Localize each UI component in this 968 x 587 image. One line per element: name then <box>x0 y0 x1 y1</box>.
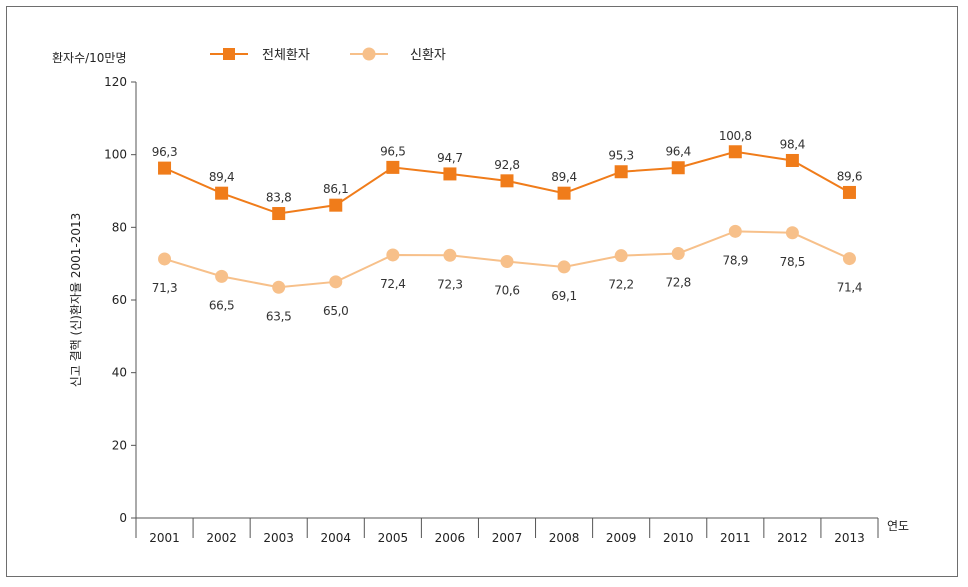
data-label-new: 70,6 <box>494 283 520 297</box>
data-label-total: 96,3 <box>152 145 178 159</box>
y-tick-label: 100 <box>104 148 127 162</box>
data-label-new: 72,3 <box>437 277 463 291</box>
y-axis-ticks: 0 20 40 60 80 100 120 <box>104 75 136 525</box>
data-label-new: 71,3 <box>152 281 178 295</box>
data-label-total: 96,5 <box>380 144 406 158</box>
data-label-new: 71,4 <box>837 281 863 295</box>
data-label-total: 96,4 <box>665 145 691 159</box>
data-point-total <box>842 185 856 199</box>
chart-axes <box>135 82 878 519</box>
data-point-new <box>158 252 172 266</box>
data-label-total: 95,3 <box>608 149 634 163</box>
y-tick-label: 40 <box>112 366 127 380</box>
chart-frame <box>6 6 958 577</box>
x-tick-label: 2012 <box>777 531 808 545</box>
data-label-total: 100,8 <box>719 129 752 143</box>
x-axis-title: 연도 <box>887 519 909 533</box>
data-point-total <box>329 198 343 212</box>
data-point-total <box>215 186 229 200</box>
data-label-new: 63,5 <box>266 309 292 323</box>
data-label-total: 94,7 <box>437 151 463 165</box>
x-tick-label: 2011 <box>720 531 751 545</box>
series-layer <box>158 145 856 294</box>
data-label-new: 72,8 <box>665 275 691 289</box>
x-tick-label: 2007 <box>492 531 523 545</box>
data-point-total <box>386 160 400 174</box>
y-tick-label: 0 <box>119 511 127 525</box>
x-tick-label: 2005 <box>378 531 409 545</box>
legend-marker-new <box>362 47 376 61</box>
data-point-total <box>158 161 172 175</box>
data-point-new <box>557 260 571 274</box>
data-label-new: 78,9 <box>723 253 749 267</box>
x-tick-label: 2013 <box>834 531 865 545</box>
legend-label-total: 전체환자 <box>262 48 310 63</box>
x-tick-label: 2009 <box>606 531 637 545</box>
data-point-new <box>386 248 400 262</box>
data-point-new <box>329 275 343 289</box>
data-point-new <box>614 249 628 263</box>
data-label-total: 89,4 <box>551 170 577 184</box>
data-point-total <box>272 207 286 221</box>
data-point-new <box>500 254 514 268</box>
data-point-new <box>785 226 799 240</box>
data-label-new: 72,2 <box>608 278 634 292</box>
x-tick-label: 2006 <box>435 531 466 545</box>
legend-item-total: 전체환자 <box>210 48 310 63</box>
data-point-new <box>272 280 286 294</box>
data-point-total <box>614 165 628 179</box>
y-tick-label: 80 <box>112 220 127 234</box>
data-label-new: 72,4 <box>380 277 406 291</box>
x-tick-label: 2008 <box>549 531 580 545</box>
data-label-total: 89,4 <box>209 170 235 184</box>
data-label-total: 98,4 <box>780 137 806 151</box>
data-label-new: 69,1 <box>551 289 577 303</box>
x-tick-label: 2010 <box>663 531 694 545</box>
y-tick-label: 120 <box>104 75 127 89</box>
data-label-total: 92,8 <box>494 158 520 172</box>
data-label-total: 86,1 <box>323 182 349 196</box>
data-label-new: 66,5 <box>209 298 235 312</box>
data-point-total <box>443 167 457 181</box>
data-label-total: 89,6 <box>837 169 863 183</box>
data-point-new <box>728 224 742 238</box>
y-tick-label: 60 <box>112 293 127 307</box>
data-point-total <box>728 145 742 159</box>
y-tick-label: 20 <box>112 438 127 452</box>
x-axis-ticks: 2001 2002 2003 2004 2005 2006 2007 2008 2009 2010… <box>135 518 879 545</box>
data-label-new: 78,5 <box>780 255 806 269</box>
y-axis-title: 환자수/10만명 <box>52 51 127 65</box>
legend: 전체환자 신환자 <box>210 47 446 63</box>
x-tick-label: 2003 <box>263 531 294 545</box>
data-label-total: 83,8 <box>266 191 292 205</box>
y-axis-side-title: 신고 결핵 (신)환자율 2001-2013 <box>69 213 83 388</box>
x-tick-label: 2001 <box>149 531 180 545</box>
data-point-new <box>671 246 685 260</box>
data-point-total <box>785 153 799 167</box>
data-point-total <box>671 161 685 175</box>
x-tick-label: 2004 <box>320 531 351 545</box>
data-label-new: 65,0 <box>323 304 349 318</box>
data-point-total <box>557 186 571 200</box>
data-point-new <box>215 269 229 283</box>
x-tick-label: 2002 <box>206 531 237 545</box>
legend-marker-total <box>223 48 235 60</box>
legend-label-new: 신환자 <box>410 48 446 63</box>
data-point-total <box>500 174 514 188</box>
data-labels: 71,3 66,5 63,5 65,0 72,4 72,3 70,6 69,1 72,2 72,8… <box>152 129 863 324</box>
legend-item-new: 신환자 <box>350 47 446 63</box>
data-point-new <box>842 252 856 266</box>
data-point-new <box>443 248 457 262</box>
